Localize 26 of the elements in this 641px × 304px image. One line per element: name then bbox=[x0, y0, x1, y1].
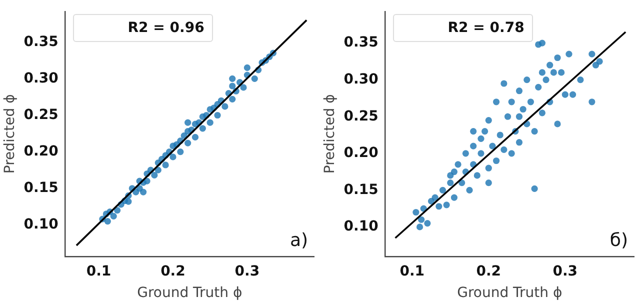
y-tick-label: 0.10 bbox=[24, 216, 59, 233]
x-tick-label: 0.2 bbox=[160, 263, 186, 280]
y-tick-label: 0.30 bbox=[344, 71, 379, 88]
text-box: R2 = 0.78 bbox=[393, 14, 534, 42]
x-tick-label: 0.3 bbox=[552, 263, 578, 280]
y-tick-label: 0.25 bbox=[24, 106, 58, 123]
y-tick-label: 0.20 bbox=[24, 143, 59, 160]
y-tick-label: 0.30 bbox=[24, 70, 59, 86]
x-tick-label: 0.3 bbox=[234, 263, 260, 280]
x-tick-label: 0.1 bbox=[400, 263, 425, 280]
x-axis-title: Ground Truth ϕ bbox=[457, 285, 562, 302]
text-box: R2 = 0.96 bbox=[73, 14, 214, 42]
x-tick-label: 0.1 bbox=[86, 263, 112, 280]
y-tick-label: 0.15 bbox=[344, 182, 378, 198]
y-axis-title: Predicted ϕ bbox=[322, 94, 338, 174]
y-tick-label: 0.15 bbox=[24, 180, 58, 196]
y-tick-label: 0.35 bbox=[344, 34, 378, 51]
y-axis-title: Predicted ϕ bbox=[2, 94, 18, 174]
x-axis-title: Ground Truth ϕ bbox=[137, 285, 242, 302]
x-tick-label: 0.2 bbox=[476, 263, 502, 280]
annotation: б) bbox=[610, 230, 628, 252]
y-tick-label: 0.25 bbox=[344, 108, 378, 124]
y-tick-label: 0.20 bbox=[344, 145, 379, 162]
y-tick-label: 0.35 bbox=[24, 34, 58, 50]
annotation: a) bbox=[290, 230, 308, 252]
y-tick-label: 0.10 bbox=[344, 218, 379, 235]
